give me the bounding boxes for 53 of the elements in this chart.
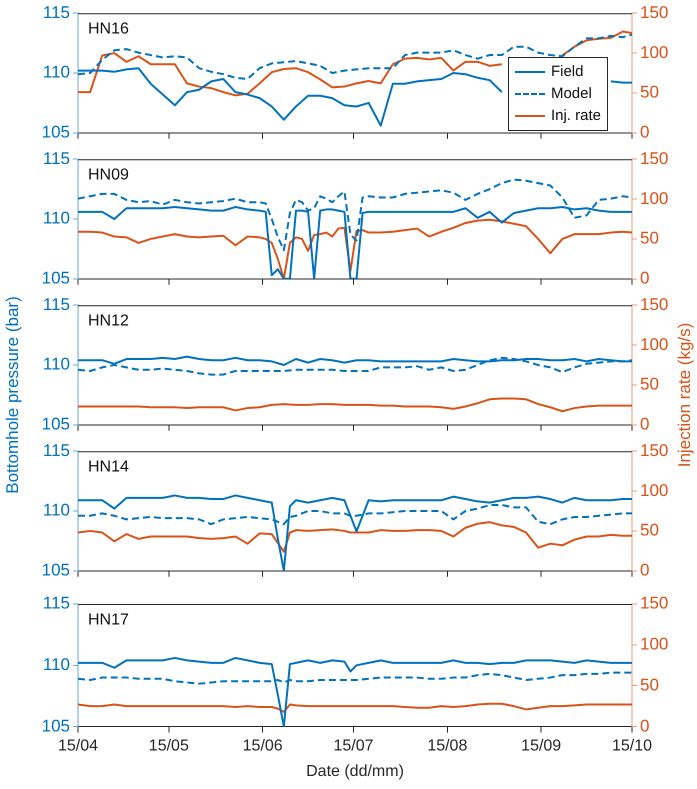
y2-tick-label: 0: [640, 268, 650, 288]
y2-tick-label: 150: [640, 440, 668, 460]
y-tick-label: 110: [42, 654, 70, 674]
y2-tick-label: 150: [640, 148, 668, 168]
y2-tick-label: 50: [640, 520, 659, 540]
text: HN16: [88, 20, 130, 38]
y-tick-label: 115: [42, 294, 70, 314]
y2-tick-label: 100: [640, 42, 668, 62]
y2-tick-label: 150: [640, 594, 668, 613]
y2-tick-label: 50: [640, 374, 659, 394]
y-tick-label: 115: [42, 148, 70, 168]
x-tick-label: 15/06: [242, 738, 283, 755]
y2-tick-label: 0: [640, 414, 650, 434]
y-tick-label: 105: [42, 716, 70, 736]
y2-tick-label: 100: [640, 334, 668, 354]
y-tick-label: 105: [42, 414, 70, 434]
y-tick-label: 105: [42, 560, 70, 580]
y-tick-label: 110: [42, 354, 70, 374]
x-tick-label: 15/08: [427, 738, 468, 755]
x-tick-label: 15/09: [521, 738, 562, 755]
legend-label: Field: [550, 63, 584, 80]
y2-tick-label: 0: [640, 122, 650, 142]
y-axis-title: Bottomhole pressure (bar): [3, 296, 23, 494]
y-tick-label: 105: [42, 122, 70, 142]
y-tick-label: 115: [42, 2, 70, 22]
x-tick-label: 15/07: [333, 738, 374, 755]
x-tick-label: 15/05: [148, 738, 189, 755]
x-tick-label: 15/04: [58, 738, 98, 755]
y2-tick-label: 150: [640, 294, 668, 314]
legend-label: Inj. rate: [550, 107, 601, 124]
y2-tick-label: 150: [640, 2, 668, 22]
y-tick-label: 110: [42, 208, 70, 228]
y2-tick-label: 100: [640, 188, 668, 208]
y2-tick-label: 100: [640, 480, 668, 500]
y2-tick-label: 0: [640, 560, 650, 580]
y-tick-label: 110: [42, 62, 70, 82]
y2-tick-label: 50: [640, 675, 659, 694]
y2-axis-title: Injection rate (kg/s): [675, 322, 695, 468]
y-tick-label: 115: [42, 594, 70, 613]
chart-title: HN17: [88, 611, 130, 628]
y-tick-label: 110: [42, 500, 70, 520]
text: HN09: [88, 166, 130, 184]
x-axis-title: Date (dd/mm): [306, 762, 404, 780]
legend-label: Model: [550, 85, 592, 102]
y2-tick-label: 50: [640, 82, 659, 102]
y2-tick-label: 0: [640, 716, 650, 736]
y2-tick-label: 50: [640, 228, 659, 248]
y-tick-label: 105: [42, 268, 70, 288]
text: HN12: [88, 312, 130, 330]
y2-tick-label: 100: [640, 634, 668, 654]
x-tick-label: 15/10: [612, 738, 652, 755]
text: HN14: [88, 458, 130, 476]
y-tick-label: 115: [42, 440, 70, 460]
